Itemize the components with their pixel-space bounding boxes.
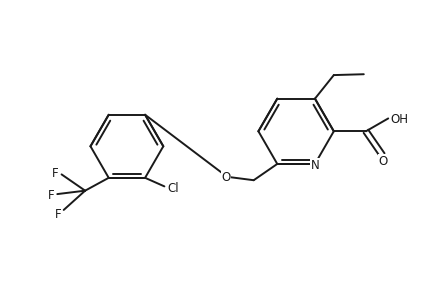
Text: Cl: Cl: [167, 182, 179, 195]
Text: F: F: [52, 167, 59, 180]
Text: O: O: [378, 155, 388, 168]
Text: F: F: [48, 189, 55, 202]
Text: F: F: [54, 208, 61, 221]
Text: O: O: [222, 171, 231, 184]
Text: OH: OH: [391, 112, 409, 126]
Text: N: N: [311, 159, 319, 172]
